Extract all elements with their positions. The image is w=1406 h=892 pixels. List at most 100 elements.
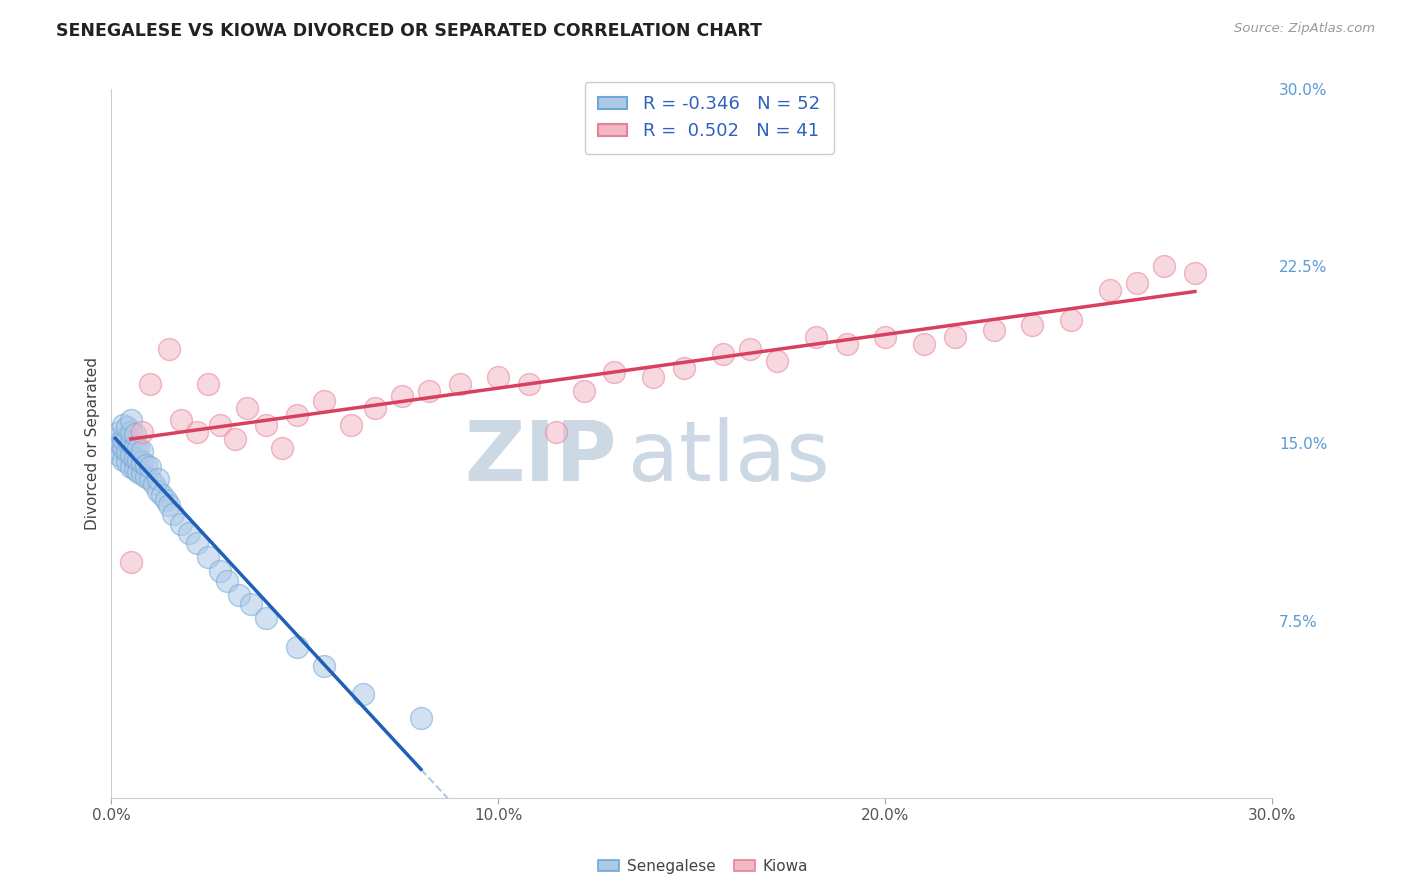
Point — [120, 555, 142, 569]
Point — [108, 436, 131, 450]
Point — [603, 366, 626, 380]
Point — [804, 330, 827, 344]
Point — [186, 535, 208, 549]
Point — [1153, 259, 1175, 273]
Point — [108, 448, 131, 462]
Point — [983, 323, 1005, 337]
Point — [449, 377, 471, 392]
Point — [418, 384, 440, 399]
Point — [139, 472, 162, 486]
Point — [170, 413, 193, 427]
Point — [875, 330, 897, 344]
Point — [131, 455, 153, 469]
Point — [135, 469, 157, 483]
Point — [124, 427, 146, 442]
Point — [835, 337, 858, 351]
Point — [115, 443, 138, 458]
Point — [352, 687, 374, 701]
Point — [146, 472, 169, 486]
Point — [124, 450, 146, 465]
Point — [208, 564, 231, 578]
Point — [572, 384, 595, 399]
Point — [197, 549, 219, 564]
Point — [124, 462, 146, 476]
Point — [391, 389, 413, 403]
Point — [766, 353, 789, 368]
Point — [1098, 283, 1121, 297]
Point — [139, 377, 162, 392]
Point — [131, 425, 153, 439]
Point — [254, 417, 277, 432]
Point — [155, 493, 177, 508]
Point — [943, 330, 966, 344]
Point — [254, 611, 277, 625]
Point — [186, 425, 208, 439]
Legend: R = -0.346   N = 52, R =  0.502   N = 41: R = -0.346 N = 52, R = 0.502 N = 41 — [585, 82, 834, 153]
Point — [643, 370, 665, 384]
Point — [217, 574, 239, 588]
Point — [270, 441, 292, 455]
Point — [108, 425, 131, 439]
Point — [738, 342, 761, 356]
Point — [115, 420, 138, 434]
Point — [673, 360, 696, 375]
Point — [1060, 313, 1083, 327]
Point — [131, 443, 153, 458]
Point — [409, 711, 432, 725]
Point — [1184, 266, 1206, 280]
Point — [159, 342, 181, 356]
Point — [159, 498, 181, 512]
Legend: Senegalese, Kiowa: Senegalese, Kiowa — [592, 853, 814, 880]
Point — [1126, 276, 1149, 290]
Point — [120, 436, 142, 450]
Point — [143, 476, 166, 491]
Point — [111, 417, 134, 432]
Text: SENEGALESE VS KIOWA DIVORCED OR SEPARATED CORRELATION CHART: SENEGALESE VS KIOWA DIVORCED OR SEPARATE… — [56, 22, 762, 40]
Point — [124, 439, 146, 453]
Point — [711, 346, 734, 360]
Point — [128, 453, 150, 467]
Point — [517, 377, 540, 392]
Text: Source: ZipAtlas.com: Source: ZipAtlas.com — [1234, 22, 1375, 36]
Point — [170, 516, 193, 531]
Point — [208, 417, 231, 432]
Point — [120, 425, 142, 439]
Point — [131, 467, 153, 482]
Point — [150, 488, 173, 502]
Point — [228, 588, 250, 602]
Point — [236, 401, 259, 415]
Point — [111, 432, 134, 446]
Point — [314, 658, 336, 673]
Point — [120, 460, 142, 475]
Point — [111, 453, 134, 467]
Point — [486, 370, 509, 384]
Y-axis label: Divorced or Separated: Divorced or Separated — [86, 357, 100, 530]
Point — [340, 417, 363, 432]
Point — [128, 465, 150, 479]
Point — [912, 337, 935, 351]
Point — [120, 413, 142, 427]
Point — [224, 432, 246, 446]
Text: ZIP: ZIP — [464, 417, 616, 498]
Point — [115, 432, 138, 446]
Point — [285, 640, 308, 654]
Point — [135, 458, 157, 472]
Point — [1021, 318, 1043, 333]
Point — [139, 460, 162, 475]
Point — [162, 508, 184, 522]
Point — [197, 377, 219, 392]
Point — [363, 401, 385, 415]
Point — [285, 408, 308, 422]
Point — [546, 425, 568, 439]
Point — [120, 448, 142, 462]
Text: atlas: atlas — [628, 417, 830, 498]
Point — [104, 432, 127, 446]
Point — [128, 441, 150, 455]
Point — [115, 455, 138, 469]
Point — [239, 597, 262, 611]
Point — [177, 526, 200, 541]
Point — [104, 441, 127, 455]
Point — [146, 483, 169, 498]
Point — [111, 441, 134, 455]
Point — [314, 393, 336, 408]
